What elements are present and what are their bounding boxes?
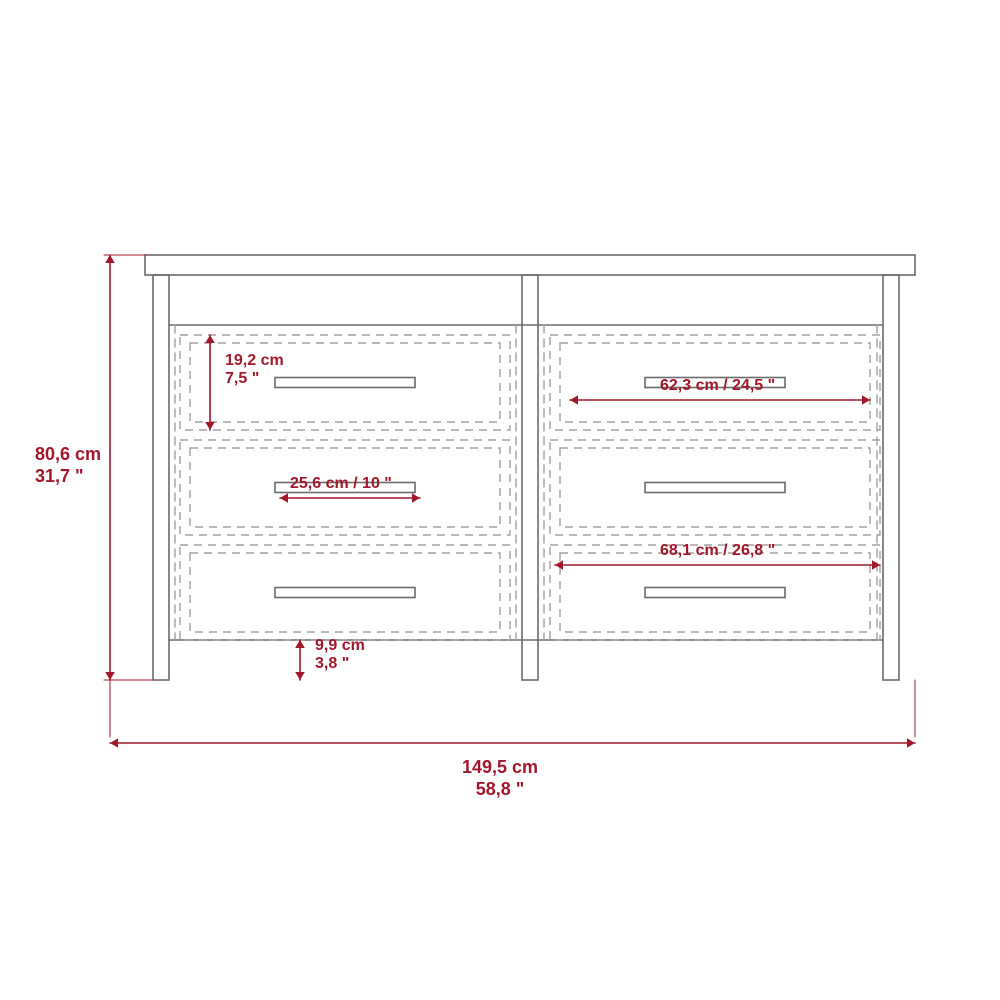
dim-clearance-in: 3,8 " bbox=[315, 655, 349, 672]
dim-height-in: 31,7 " bbox=[35, 466, 84, 486]
dim-clearance-cm: 9,9 cm bbox=[315, 637, 365, 654]
dim-width-cm: 149,5 cm bbox=[462, 757, 538, 777]
dim-drawer-h-cm: 19,2 cm bbox=[225, 352, 284, 369]
dim-outer-w: 68,1 cm / 26,8 " bbox=[660, 542, 775, 559]
dim-handle-w: 25,6 cm / 10 " bbox=[290, 475, 392, 492]
furniture-outline bbox=[145, 255, 915, 680]
dim-drawer-h-in: 7,5 " bbox=[225, 370, 259, 387]
dim-inner-w: 62,3 cm / 24,5 " bbox=[660, 377, 775, 394]
dim-width-in: 58,8 " bbox=[476, 779, 525, 799]
dimension-drawing: 80,6 cm31,7 " 149,5 cm58,8 " 19,2 cm7,5 " 2… bbox=[0, 0, 1000, 1000]
dim-height-cm: 80,6 cm bbox=[35, 444, 101, 464]
